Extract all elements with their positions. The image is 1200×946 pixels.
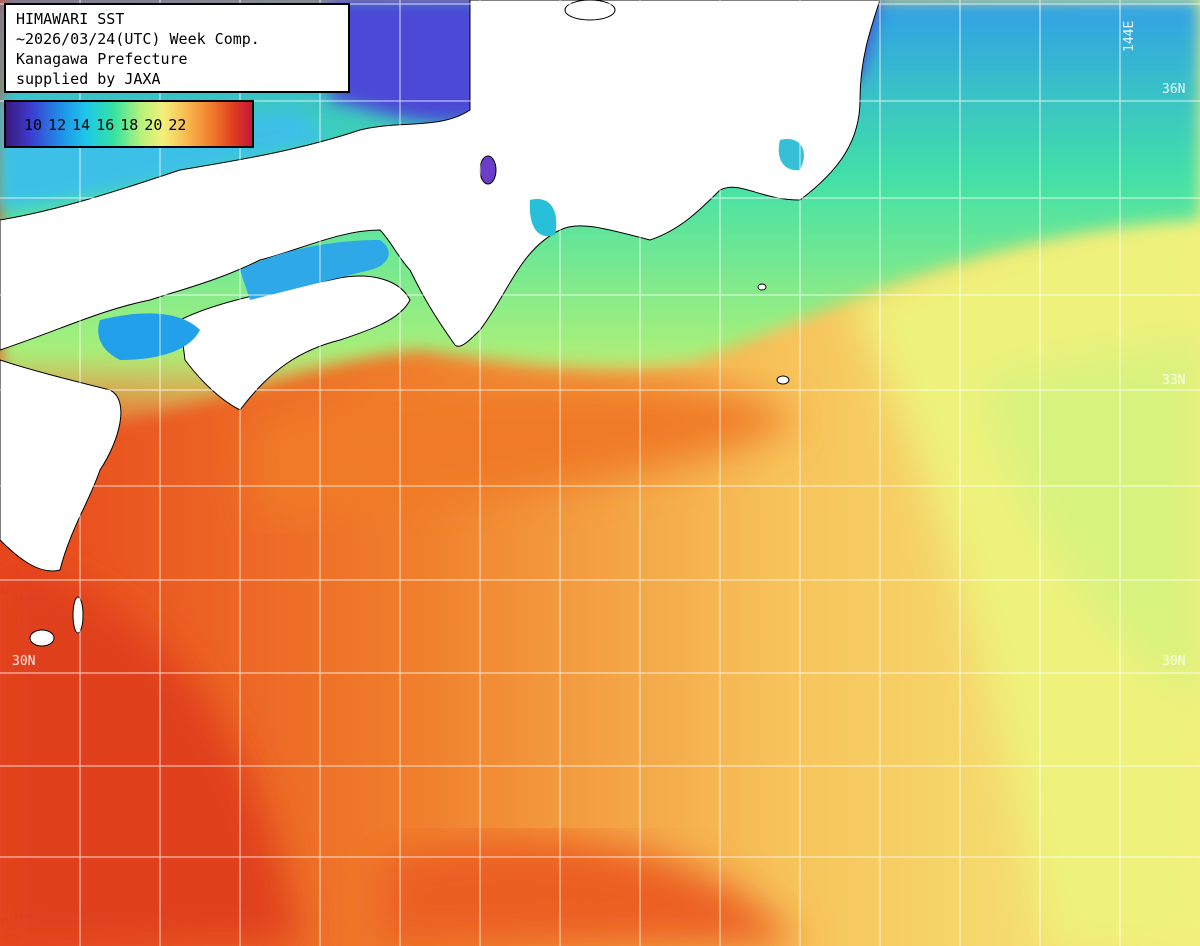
title-box: HIMAWARI SST ~2026/03/24(UTC) Week Comp.… xyxy=(4,3,350,93)
land xyxy=(0,0,881,647)
island-hachijo xyxy=(776,375,790,385)
legend-tick: 22 xyxy=(168,116,187,134)
island-tanegashima xyxy=(72,596,84,634)
seto-inland-sea xyxy=(240,240,389,300)
title-line-region: Kanagawa Prefecture xyxy=(16,50,188,68)
title-line-date: ~2026/03/24(UTC) Week Comp. xyxy=(16,30,260,48)
legend-tick: 10 xyxy=(24,116,43,134)
lon-label-136e: 136E xyxy=(482,12,497,44)
lat-label-36n: 36N xyxy=(1162,82,1186,97)
lat-label-30n-right: 30N xyxy=(1162,654,1186,669)
island-miyake xyxy=(757,283,767,291)
ocean-east-green xyxy=(980,340,1200,700)
lon-label-144e: 144E xyxy=(1122,20,1137,52)
kyushu-land xyxy=(0,359,122,572)
island-sado xyxy=(564,0,616,21)
legend-ticks: 10 12 14 16 18 20 22 xyxy=(24,116,186,134)
awaji-purple-bay xyxy=(479,155,497,185)
title-line-credit: supplied by JAXA xyxy=(16,70,161,88)
ocean-south-band xyxy=(380,838,800,946)
title-line-product: HIMAWARI SST xyxy=(16,10,125,28)
ise-bay xyxy=(529,199,557,237)
lat-label-33n: 33N xyxy=(1162,373,1186,388)
legend-tick: 16 xyxy=(96,116,115,134)
legend-tick: 14 xyxy=(72,116,91,134)
color-scale-legend: 10 12 14 16 18 20 22 xyxy=(4,100,254,148)
lat-label-30n-left: 30N xyxy=(12,654,36,669)
honshu-land xyxy=(0,0,881,351)
legend-tick: 18 xyxy=(120,116,139,134)
ocean-kuroshio-west xyxy=(0,560,300,946)
legend-tick: 20 xyxy=(144,116,163,134)
suo-nada-sea xyxy=(98,313,200,360)
tokyo-bay xyxy=(778,139,804,171)
legend-tick: 12 xyxy=(48,116,67,134)
island-yakushima xyxy=(29,629,55,647)
